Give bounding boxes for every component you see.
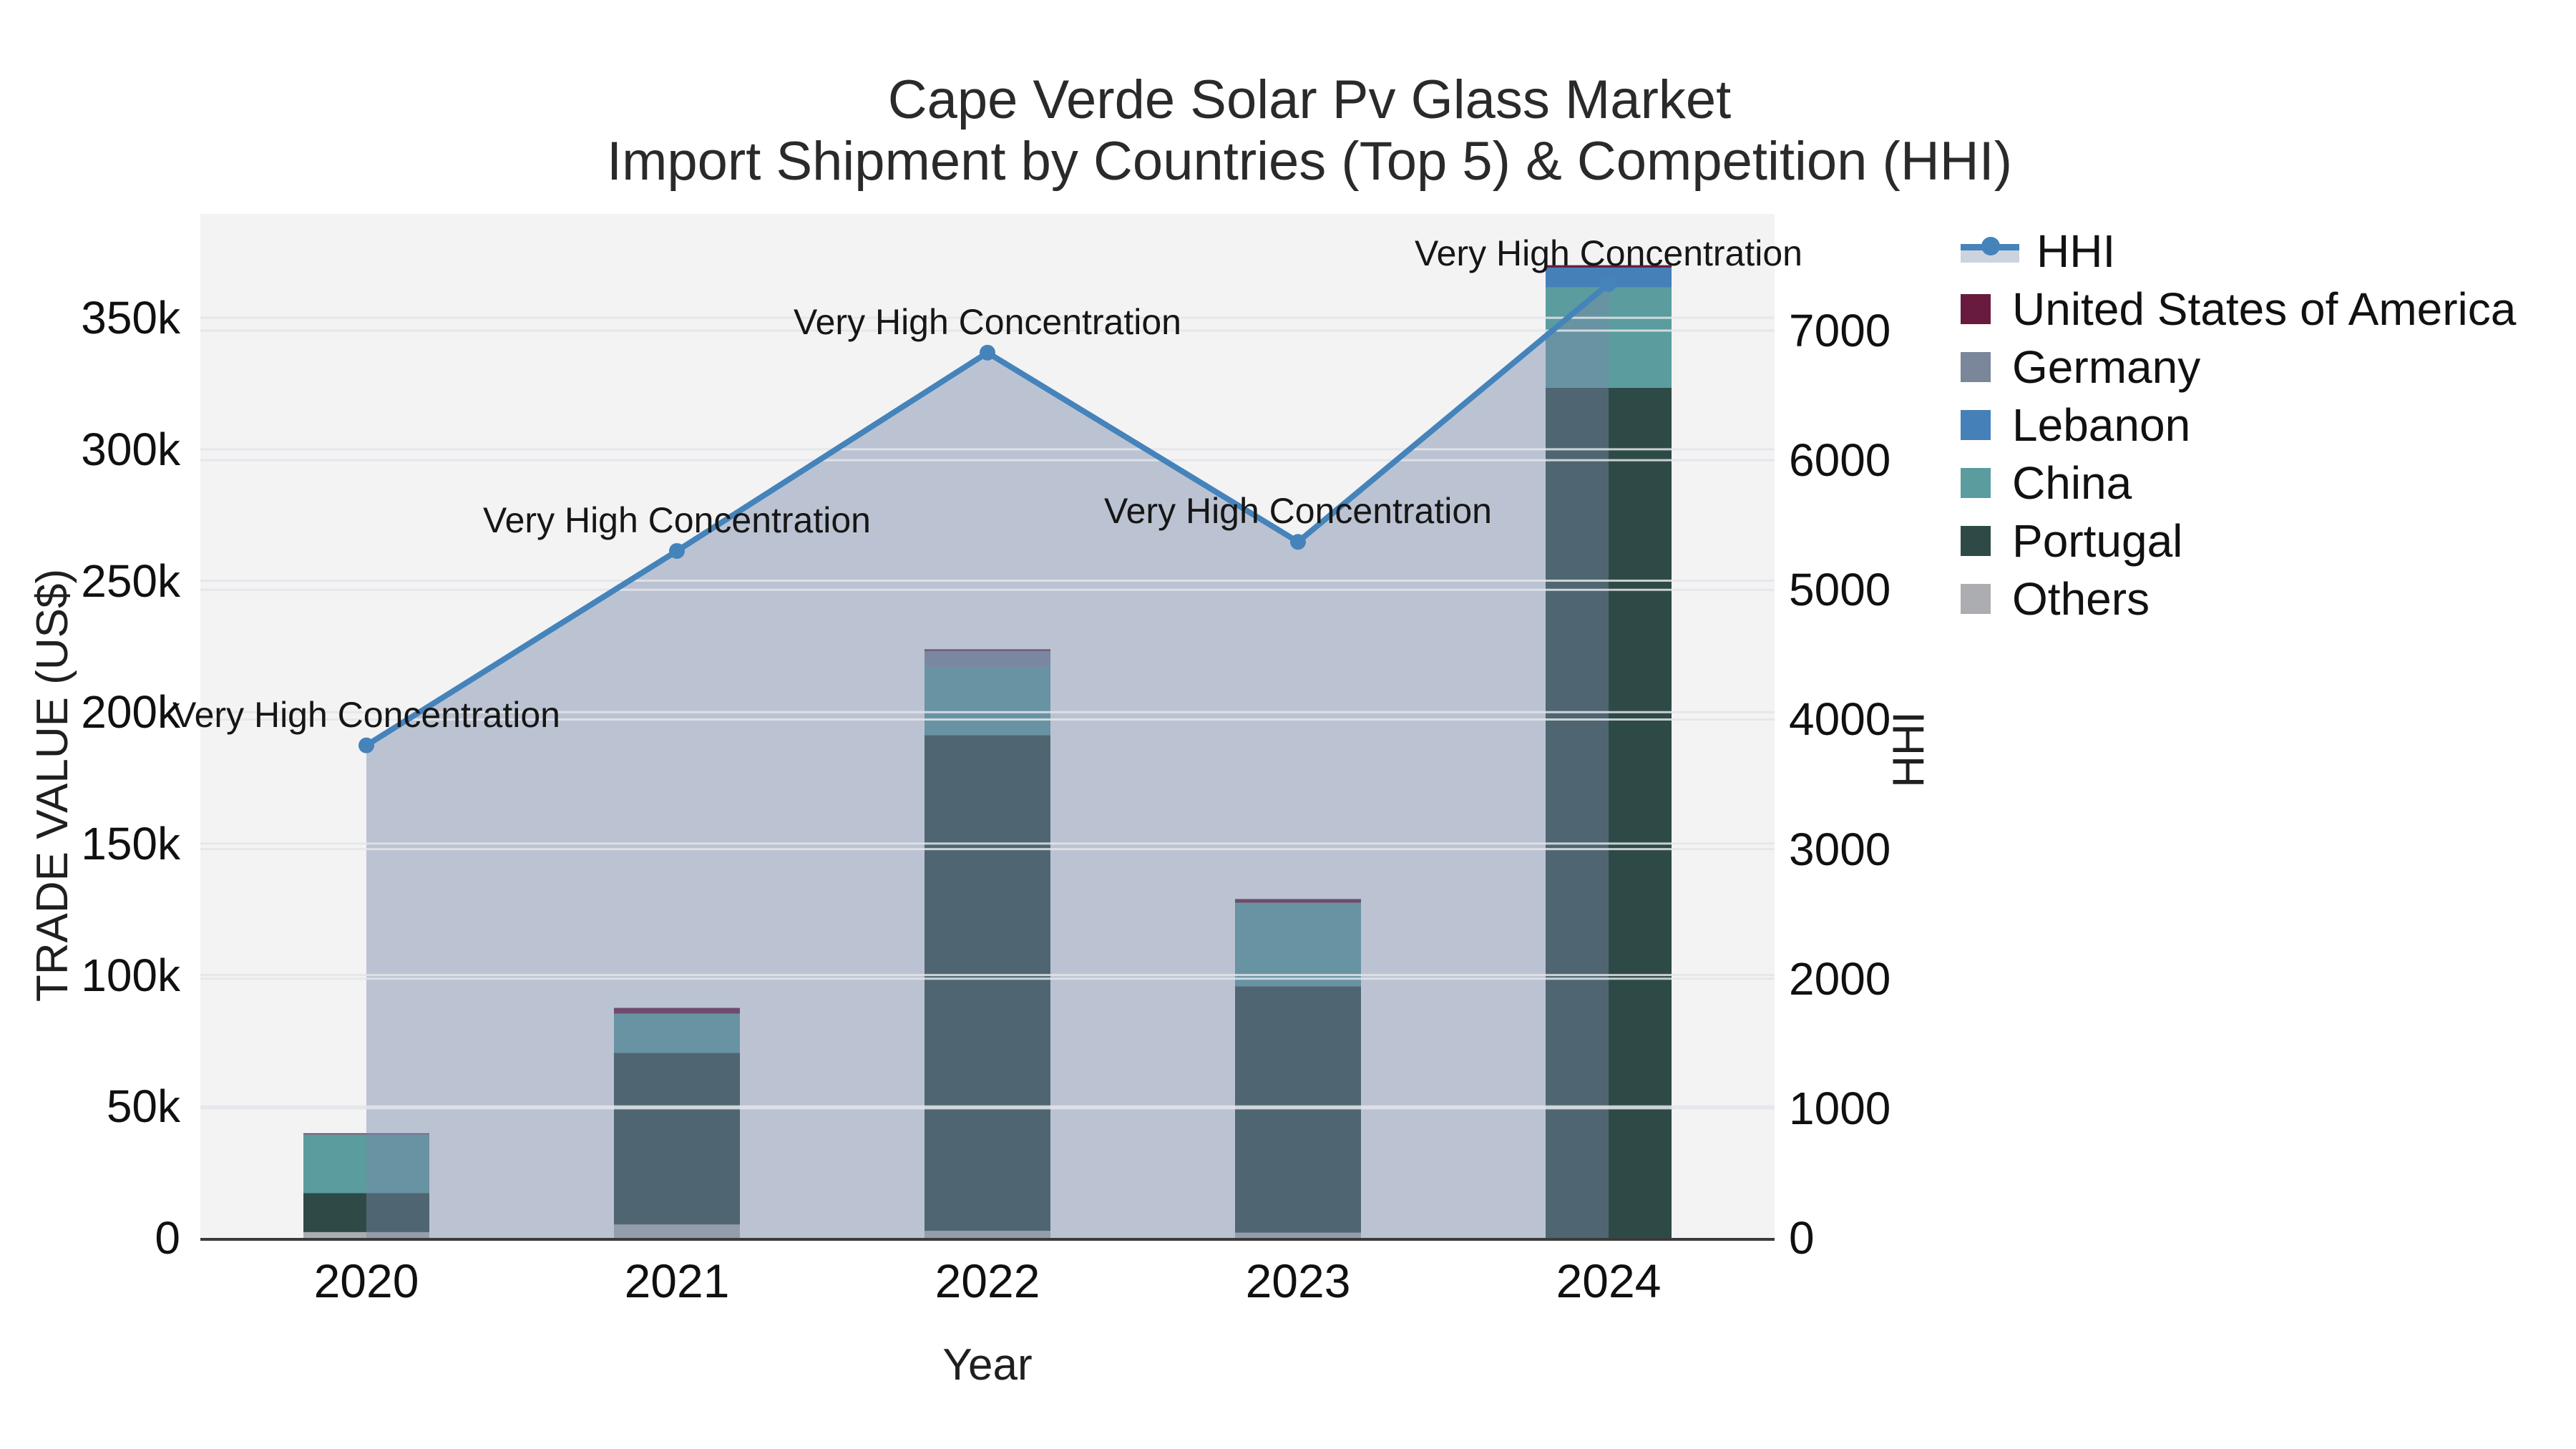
chart-title: Cape Verde Solar Pv Glass Market [887, 69, 1732, 130]
legend-item-germany[interactable]: Germany [1961, 341, 2516, 393]
y-left-tick-200k: 200k [81, 686, 180, 738]
y-right-tick-3000: 3000 [1789, 823, 1891, 875]
bar-segment-united-states-of-america-2024 [1546, 265, 1672, 268]
legend-label: China [2012, 457, 2132, 509]
bar-segment-portugal-2022 [924, 735, 1050, 1231]
legend-label: Lebanon [2012, 399, 2191, 451]
x-tick-2023: 2023 [1245, 1254, 1351, 1307]
legend-color-swatch [1961, 468, 1991, 498]
y-left-tick-150k: 150k [81, 817, 180, 869]
bar-segment-united-states-of-america-2020 [303, 1133, 429, 1134]
x-tick-2020: 2020 [313, 1254, 419, 1307]
legend-item-china[interactable]: China [1961, 457, 2516, 509]
bar-segment-portugal-2020 [303, 1193, 429, 1232]
x-tick-2022: 2022 [935, 1254, 1040, 1307]
bar-segment-united-states-of-america-2021 [614, 1008, 740, 1014]
x-tick-2021: 2021 [624, 1254, 730, 1307]
legend-label: Portugal [2012, 515, 2183, 567]
y-right-tick-6000: 6000 [1789, 434, 1891, 487]
bar-segment-others-2023 [1235, 1232, 1361, 1238]
y-right-tick-5000: 5000 [1789, 564, 1891, 616]
bar-segment-portugal-2024 [1546, 387, 1672, 1238]
bar-segment-china-2024 [1546, 287, 1672, 388]
bar-segment-germany-2020 [303, 1133, 429, 1135]
legend-item-united-states-of-america[interactable]: United States of America [1961, 283, 2516, 335]
y-right-tick-2000: 2000 [1789, 952, 1891, 1005]
bar-segment-portugal-2021 [614, 1053, 740, 1225]
x-axis-title: Year [942, 1340, 1033, 1390]
hhi-marker-2022 [980, 344, 995, 361]
annotation-2022: Very High Concentration [794, 301, 1181, 342]
y-left-tick-250k: 250k [81, 555, 180, 607]
bar-segment-united-states-of-america-2023 [1235, 899, 1361, 903]
annotation-2020: Very High Concentration [172, 694, 560, 735]
y-right-tick-1000: 1000 [1789, 1082, 1891, 1134]
plot-area: Very High Concentration Very High Concent… [172, 214, 1802, 1241]
bar-segment-others-2021 [614, 1224, 740, 1238]
hhi-marker-2023 [1290, 534, 1306, 550]
bar-segment-china-2023 [1235, 902, 1361, 987]
legend-color-swatch [1961, 584, 1991, 614]
legend: HHI United States of America Germany Lebano… [1961, 225, 2516, 639]
legend-item-hhi[interactable]: HHI [1961, 225, 2516, 277]
legend-color-swatch [1961, 410, 1991, 440]
bar-segment-portugal-2023 [1235, 986, 1361, 1233]
bar-segment-china-2021 [614, 1013, 740, 1053]
legend-color-swatch [1961, 294, 1991, 324]
legend-line-swatch [1961, 235, 2019, 268]
bar-segment-china-2022 [924, 667, 1050, 736]
y-right-tick-0: 0 [1789, 1212, 1815, 1264]
hhi-marker-2024 [1601, 275, 1616, 292]
bar-segment-germany-2022 [924, 650, 1050, 668]
legend-label: HHI [2036, 225, 2116, 277]
annotation-2021: Very High Concentration [483, 499, 871, 540]
legend-label: Others [2012, 573, 2150, 625]
bar-segment-others-2020 [303, 1231, 429, 1238]
bar-segment-united-states-of-america-2022 [924, 649, 1050, 651]
legend-item-lebanon[interactable]: Lebanon [1961, 399, 2516, 451]
legend-color-swatch [1961, 352, 1991, 382]
annotation-2023: Very High Concentration [1104, 491, 1492, 532]
chart-canvas [200, 265, 1775, 1238]
y-left-tick-0: 0 [155, 1212, 180, 1264]
y-right-tick-4000: 4000 [1789, 693, 1891, 746]
hhi-area-fill [366, 283, 1609, 1238]
bar-segment-others-2022 [924, 1231, 1050, 1238]
chart-subtitle: Import Shipment by Countries (Top 5) & C… [606, 131, 2013, 192]
y-right-tick-7000: 7000 [1789, 305, 1891, 357]
hhi-marker-2020 [358, 737, 374, 753]
y-left-tick-300k: 300k [81, 423, 180, 475]
y-left-tick-100k: 100k [81, 949, 180, 1001]
bar-segment-china-2020 [303, 1134, 429, 1194]
y-left-tick-50k: 50k [106, 1080, 180, 1133]
legend-color-swatch [1961, 526, 1991, 556]
legend-label: United States of America [2012, 283, 2517, 335]
annotation-2024: Very High Concentration [1415, 233, 1802, 273]
y-left-tick-350k: 350k [81, 292, 180, 344]
legend-item-others[interactable]: Others [1961, 573, 2516, 625]
legend-item-portugal[interactable]: Portugal [1961, 515, 2516, 567]
legend-line-marker [1981, 237, 2000, 255]
legend-label: Germany [2012, 341, 2201, 393]
hhi-marker-2021 [669, 542, 685, 559]
x-tick-2024: 2024 [1556, 1254, 1662, 1307]
